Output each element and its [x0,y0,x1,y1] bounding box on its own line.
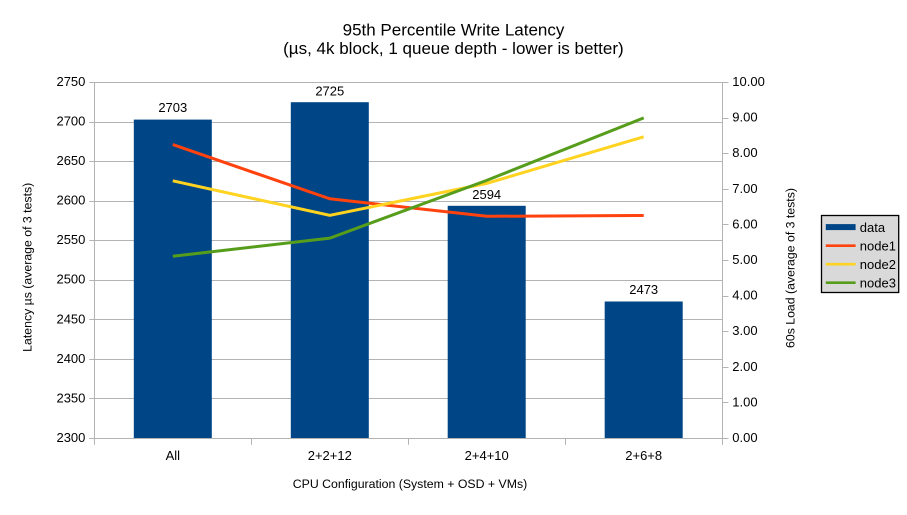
svg-text:3.00: 3.00 [732,323,757,338]
svg-text:2700: 2700 [56,114,85,129]
svg-text:9.00: 9.00 [732,110,757,125]
svg-text:2+4+10: 2+4+10 [465,448,509,463]
svg-text:All: All [166,448,181,463]
svg-text:2473: 2473 [629,282,658,297]
svg-text:0.00: 0.00 [732,430,757,445]
svg-text:8.00: 8.00 [732,145,757,160]
svg-text:data: data [860,220,886,235]
svg-text:2500: 2500 [56,272,85,287]
svg-text:4.00: 4.00 [732,288,757,303]
svg-text:95th Percentile Write Latency: 95th Percentile Write Latency [343,21,565,40]
svg-text:(µs, 4k block, 1 queue depth -: (µs, 4k block, 1 queue depth - lower is … [283,39,624,58]
svg-text:node3: node3 [860,275,896,290]
svg-text:2350: 2350 [56,390,85,405]
svg-text:node1: node1 [860,238,896,253]
svg-text:2725: 2725 [315,83,344,98]
svg-text:2.00: 2.00 [732,359,757,374]
svg-text:1.00: 1.00 [732,394,757,409]
svg-text:2594: 2594 [472,187,501,202]
svg-text:5.00: 5.00 [732,252,757,267]
svg-text:10.00: 10.00 [732,74,765,89]
svg-text:2400: 2400 [56,351,85,366]
svg-text:2+2+12: 2+2+12 [308,448,352,463]
svg-text:2703: 2703 [158,100,187,115]
svg-text:2650: 2650 [56,153,85,168]
svg-text:node2: node2 [860,257,896,272]
svg-text:2600: 2600 [56,193,85,208]
svg-text:Latency µs (average of 3 tests: Latency µs (average of 3 tests) [21,183,35,352]
svg-text:CPU Configuration (System + OS: CPU Configuration (System + OSD + VMs) [293,477,527,491]
svg-text:2300: 2300 [56,430,85,445]
svg-text:7.00: 7.00 [732,181,757,196]
svg-text:2450: 2450 [56,311,85,326]
svg-text:2550: 2550 [56,232,85,247]
svg-text:2750: 2750 [56,74,85,89]
svg-text:2+6+8: 2+6+8 [625,448,662,463]
svg-text:60s Load (average of 3 tests): 60s Load (average of 3 tests) [784,188,798,348]
svg-text:6.00: 6.00 [732,216,757,231]
